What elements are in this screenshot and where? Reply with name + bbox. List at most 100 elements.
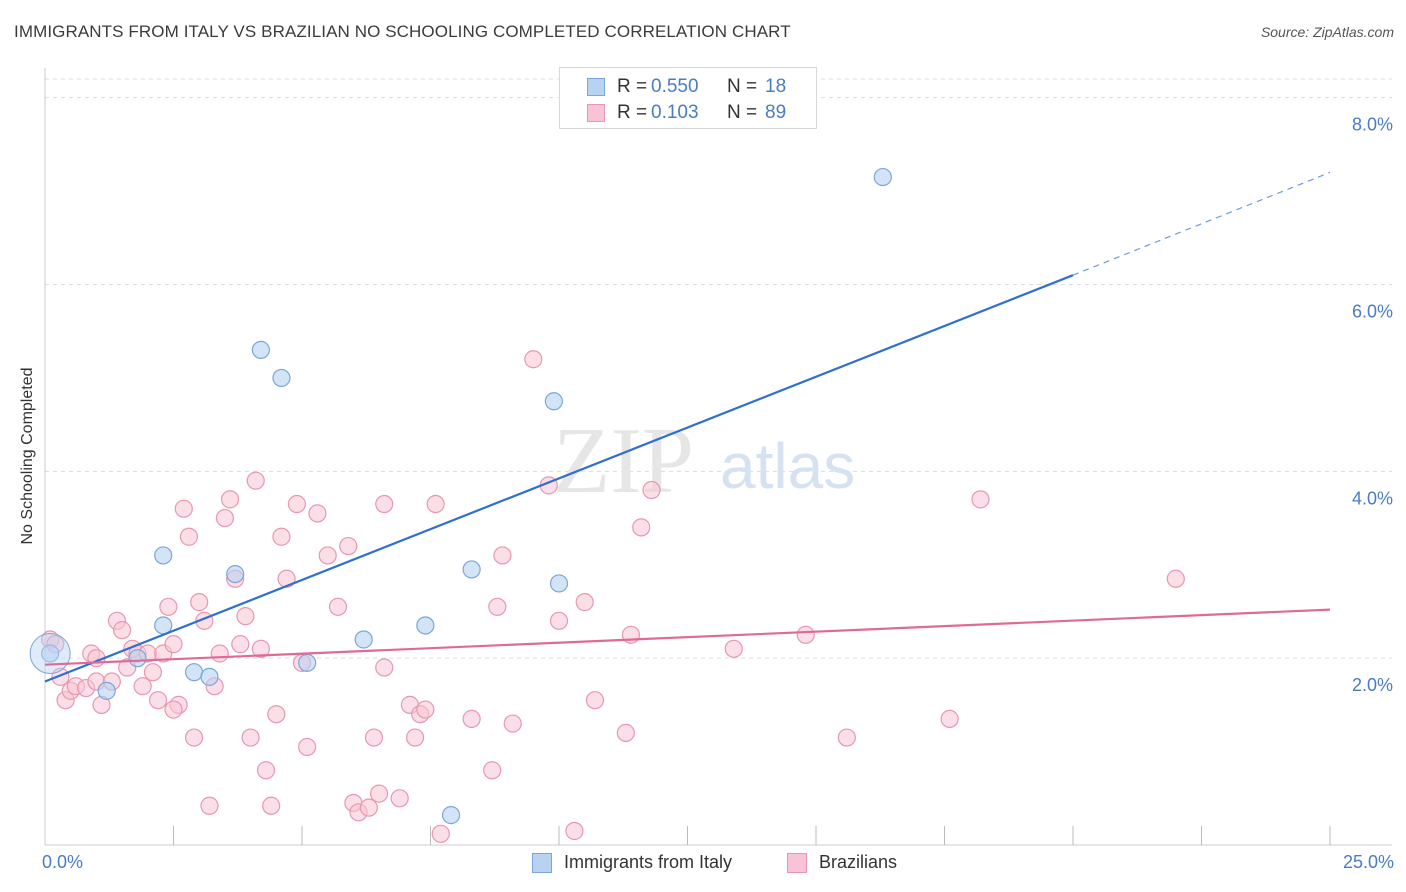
- italy-point: [416, 616, 435, 635]
- brazilians-point: [215, 508, 234, 528]
- legend-swatch-brazilians: [587, 104, 605, 122]
- legend-label-italy: Immigrants from Italy: [564, 852, 733, 872]
- chart-title: IMMIGRANTS FROM ITALY VS BRAZILIAN NO SC…: [14, 22, 791, 41]
- legend-label-brazilians: Brazilians: [819, 852, 898, 872]
- y-tick-label: 2.0%: [1352, 675, 1393, 695]
- brazilians-point: [632, 518, 651, 537]
- brazilians-point: [277, 569, 296, 588]
- italy-point: [200, 667, 219, 686]
- italy-point: [128, 649, 147, 668]
- legend-swatch-italy: [587, 78, 605, 96]
- trend-lines: [44, 171, 1331, 683]
- italy-point: [462, 560, 481, 579]
- y-tick-labels: 2.0% 4.0% 6.0% 8.0%: [1352, 115, 1393, 695]
- legend-n-label: N =: [727, 102, 758, 123]
- series-legend: Immigrants from Italy Brazilians: [0, 852, 1406, 878]
- italy-point: [97, 681, 116, 700]
- brazilians-point: [241, 728, 260, 747]
- italy-point: [354, 630, 373, 649]
- legend-r-value: 0.103: [651, 102, 699, 123]
- watermark-atlas: atlas: [720, 430, 855, 502]
- y-tick-label: 4.0%: [1352, 488, 1393, 508]
- brazilians-point: [298, 737, 317, 757]
- italy-point: [154, 546, 173, 565]
- brazilians-point: [483, 761, 502, 780]
- italy-trend-extension: [1072, 171, 1331, 276]
- brazilians-point: [642, 480, 661, 500]
- brazilians-point: [405, 728, 425, 747]
- brazilians-point: [164, 700, 183, 719]
- watermark-zip: ZIP: [553, 409, 694, 513]
- brazilians-point: [390, 789, 409, 808]
- brazilians-point: [246, 471, 265, 490]
- legend-row-italy: R = 0.550 N = 18: [560, 74, 786, 100]
- legend-swatch-italy: [532, 852, 552, 873]
- brazilians-point: [190, 593, 209, 612]
- brazilians-point: [143, 663, 163, 682]
- brazilians-point: [174, 499, 193, 518]
- source-label: Source: ZipAtlas.com: [1260, 24, 1394, 40]
- brazilians-point: [231, 635, 250, 654]
- brazilians-point: [262, 796, 281, 815]
- brazilians-point: [112, 621, 132, 640]
- legend-r-label: R =: [617, 102, 648, 123]
- brazilians-point: [220, 490, 240, 509]
- italy-point: [873, 167, 892, 187]
- italy-point: [549, 574, 569, 593]
- italy-point: [184, 663, 204, 682]
- legend-n-label: N =: [727, 76, 758, 97]
- brazilians-point: [148, 691, 168, 710]
- brazilians-point: [339, 536, 358, 556]
- axes: [44, 68, 1392, 846]
- brazilians-point: [585, 691, 605, 710]
- brazilians-point: [272, 527, 291, 546]
- brazilians-point: [971, 490, 990, 509]
- brazilians-point: [488, 597, 507, 616]
- brazilians-point: [426, 494, 445, 514]
- brazilians-point: [159, 597, 178, 616]
- brazilians-point: [616, 723, 635, 743]
- y-tick-label: 6.0%: [1352, 302, 1393, 322]
- brazilians-point: [200, 796, 219, 815]
- x-tick-max: 25.0%: [1342, 852, 1394, 872]
- brazilians-point: [164, 635, 183, 654]
- brazilians-point: [256, 761, 276, 780]
- brazilians-point: [210, 644, 229, 663]
- brazilians-point: [462, 709, 481, 728]
- brazilians-point: [179, 527, 199, 546]
- legend-row-brazilians: R = 0.103 N = 89: [560, 100, 786, 126]
- italy-point: [544, 392, 563, 411]
- brazilians-trend-line: [44, 608, 1331, 666]
- brazilians-point: [236, 607, 255, 626]
- legend-item-italy[interactable]: Immigrants from Italy: [532, 852, 732, 873]
- brazilians-point: [133, 677, 152, 696]
- italy-trend-line: [44, 274, 1074, 683]
- italy-point: [441, 806, 461, 825]
- legend-swatch-brazilians: [787, 852, 807, 873]
- italy-point: [29, 633, 71, 674]
- brazilians-point: [416, 700, 435, 719]
- brazilians-point: [251, 639, 270, 658]
- legend-n-value: 18: [765, 76, 787, 97]
- legend-r-label: R =: [617, 76, 648, 97]
- brazilians-point: [575, 593, 594, 612]
- brazilians-point: [318, 546, 337, 565]
- brazilians-point: [364, 728, 384, 747]
- brazilians-point: [524, 350, 543, 369]
- brazilians-point: [370, 784, 389, 803]
- brazilians-point: [940, 709, 959, 728]
- brazilians-point: [837, 728, 856, 747]
- brazilians-point: [287, 494, 306, 514]
- italy-point: [251, 340, 270, 360]
- brazilians-point: [503, 714, 522, 733]
- watermark: ZIP atlas: [553, 409, 855, 513]
- legend-item-brazilians[interactable]: Brazilians: [787, 852, 897, 873]
- brazilians-point: [359, 798, 378, 817]
- x-tick-min: 0.0%: [42, 852, 84, 872]
- brazilians-point: [375, 494, 394, 514]
- brazilians-point: [375, 658, 394, 677]
- brazilians-point: [308, 504, 327, 523]
- brazilians-point: [267, 705, 286, 724]
- brazilians-point: [724, 639, 743, 658]
- brazilians-point: [549, 611, 569, 630]
